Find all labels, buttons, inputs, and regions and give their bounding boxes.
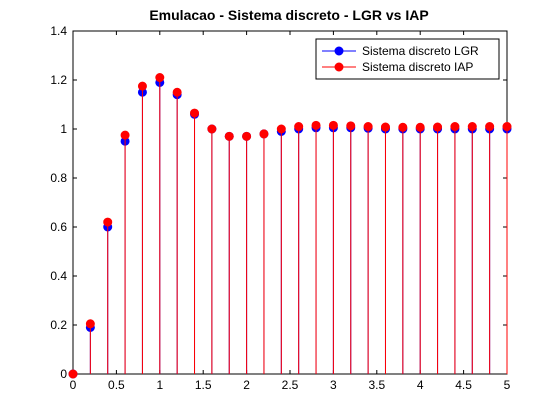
y-tick-label: 0.4 (50, 269, 67, 283)
legend-marker (334, 46, 344, 56)
y-tick-label: 1.4 (50, 24, 67, 38)
legend-box (315, 38, 500, 80)
stem-marker (294, 122, 304, 132)
stem-marker (224, 131, 234, 141)
x-tick-label: 5 (504, 378, 511, 392)
stem-marker (328, 120, 338, 130)
stem-marker (433, 122, 443, 132)
stem-marker (190, 108, 200, 118)
x-tick-label: 1 (156, 378, 163, 392)
x-tick-label: 4 (417, 378, 424, 392)
stem-marker (172, 87, 182, 97)
stem-marker (137, 81, 147, 91)
stem-marker (415, 122, 425, 132)
stem-marker (502, 122, 512, 132)
stem-marker (259, 129, 269, 139)
x-tick-label: 3 (330, 378, 337, 392)
legend-label: Sistema discreto IAP (362, 60, 473, 74)
data-series (68, 73, 512, 379)
y-tick-label: 1.2 (50, 73, 67, 87)
x-tick-label: 3.5 (368, 378, 385, 392)
x-tick-label: 2.5 (282, 378, 299, 392)
legend-label: Sistema discreto LGR (362, 44, 479, 58)
stem-marker (450, 122, 460, 132)
y-tick-label: 0 (60, 367, 67, 381)
x-tick-label: 0.5 (108, 378, 125, 392)
stem-marker (346, 121, 356, 131)
stem-marker (207, 124, 217, 134)
stem-marker (398, 122, 408, 132)
chart-title: Emulacao - Sistema discreto - LGR vs IAP (149, 7, 428, 23)
legend-marker (334, 62, 344, 72)
y-tick-label: 1 (60, 122, 67, 136)
stem-marker (120, 130, 130, 140)
stem-marker (155, 73, 165, 83)
stem-marker (276, 124, 286, 134)
stem-marker (485, 122, 495, 132)
stem-marker (380, 122, 390, 132)
stem-marker (311, 120, 321, 130)
y-tick-label: 0.2 (50, 318, 67, 332)
series-iap (68, 73, 512, 379)
x-tick-label: 4.5 (455, 378, 472, 392)
y-tick-label: 0.8 (50, 171, 67, 185)
x-tick-label: 1.5 (195, 378, 212, 392)
stem-marker (68, 369, 78, 379)
stem-marker (85, 319, 95, 329)
stem-marker (467, 122, 477, 132)
stem-marker (242, 131, 252, 141)
x-tick-label: 2 (243, 378, 250, 392)
y-tick-label: 0.6 (50, 220, 67, 234)
legend: Sistema discreto LGR Sistema discreto IAP (315, 38, 500, 80)
plot-area-frame (72, 30, 508, 375)
stem-marker (363, 122, 373, 132)
stem-marker (103, 217, 113, 227)
x-tick-label: 0 (70, 378, 77, 392)
